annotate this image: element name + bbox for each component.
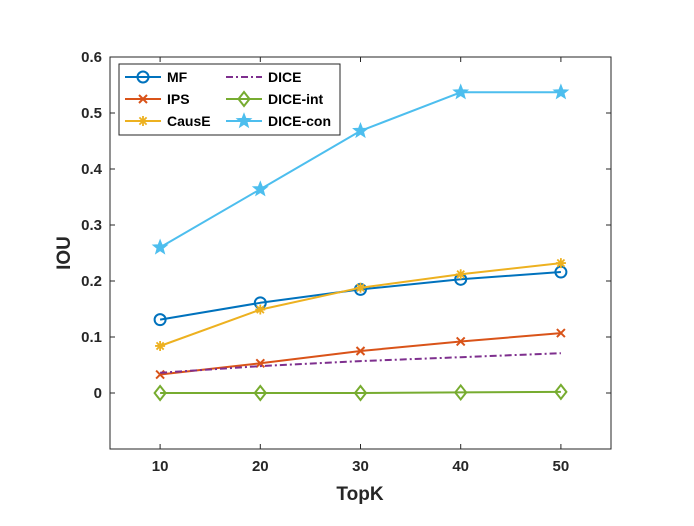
x-tick-label: 50 [553,458,570,475]
y-tick-label: 0.4 [81,161,103,178]
series-dice-int [153,383,568,402]
y-tick-label: 0 [94,385,102,402]
y-tick-label: 0.2 [81,273,102,290]
data-point-marker [255,358,266,369]
y-tick-label: 0.1 [81,329,102,346]
legend-swatch-marker [235,112,253,129]
series-line [160,390,561,394]
legend-item: DICE-con [226,112,331,129]
legend-item: CausE [125,113,211,129]
data-point-marker [353,384,368,402]
legend-swatch-marker [138,116,148,126]
x-tick-label: 30 [352,458,369,475]
data-point-marker [554,383,568,401]
y-tick-label: 0.5 [81,105,102,122]
series-line [160,352,561,374]
legend-item: DICE [226,69,301,85]
legend-swatch-marker [237,90,251,108]
y-axis-label: IOU [54,236,75,270]
series-layer [151,83,570,402]
legend-item: MF [125,69,188,85]
x-tick-label: 40 [452,458,469,475]
series-cause [155,258,566,351]
data-point-marker [153,384,167,402]
legend-label: DICE-con [268,113,331,129]
y-tick-label: 0.6 [81,49,102,66]
data-point-marker [151,238,169,255]
legend-swatch-marker [136,70,150,84]
legend-item: DICE-int [226,90,324,108]
data-point-marker [253,384,268,402]
legend-label: DICE-int [268,91,324,107]
legend: MF IPS CausE DICE DICE-int DICE-con [118,63,341,136]
series-dice [160,352,561,374]
legend-label: DICE [268,69,301,85]
data-point-marker [455,269,466,280]
data-point-marker [552,83,570,100]
data-point-marker [251,180,269,197]
legend-swatch-marker [138,94,148,104]
x-tick-label: 10 [152,458,169,475]
data-point-marker [453,383,468,402]
y-tick-label: 0.3 [81,217,102,234]
series-dice-con [151,83,570,255]
data-point-marker [355,282,366,293]
data-point-marker [455,336,466,347]
legend-label: MF [167,69,188,85]
data-point-marker [255,304,266,315]
legend-label: IPS [167,91,190,107]
data-point-marker [355,346,366,356]
x-tick-label: 20 [252,458,269,475]
legend-label: CausE [167,113,211,129]
x-axis-label: TopK [336,484,383,505]
legend-item: IPS [125,91,190,107]
data-point-marker [555,258,566,269]
data-point-marker [155,340,166,351]
data-point-marker [556,328,566,338]
axes-layer: 10 20 30 40 50 0 0.1 0.2 0.3 0.4 0.5 0.6 [81,49,612,475]
data-point-marker [452,83,470,100]
data-point-marker [153,313,167,327]
data-point-marker [352,122,369,139]
